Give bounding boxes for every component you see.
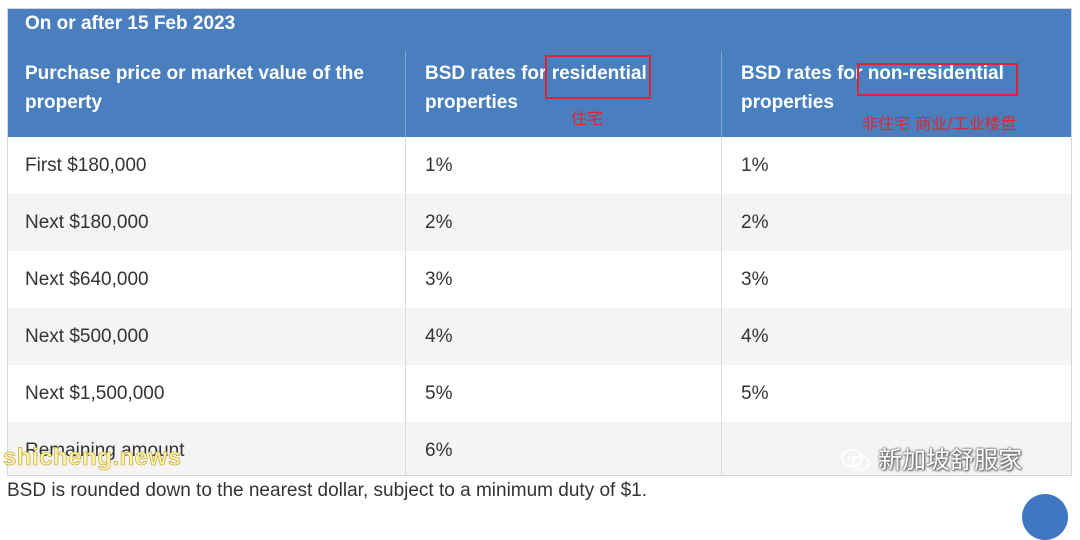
band-cell: Next $500,000 [25,326,149,347]
band-cell: Next $640,000 [25,269,149,290]
residential-rate-cell: 5% [425,383,453,404]
non-residential-highlight-box [857,63,1018,96]
residential-rate-cell: 6% [425,440,453,461]
non-residential-rate-cell: 5% [741,383,769,404]
table-row: First $180,000 1% 1% [8,137,1071,194]
table-caption: On or after 15 Feb 2023 [25,13,236,34]
wechat-icon [840,448,872,472]
residential-note: 住宅 [571,109,604,128]
table-row: Next $640,000 3% 3% [8,251,1071,308]
column-divider [721,137,722,475]
table-row: Next $180,000 2% 2% [8,194,1071,251]
non-residential-rate-cell: 3% [741,269,769,290]
header-non-residential-rates: BSD rates for non-residential properties [741,63,1004,113]
table-header: On or after 15 Feb 2023 Purchase price o… [8,9,1071,137]
table-row: Remaining amount 6% [8,422,1071,475]
non-residential-note: 非住宅 商业/工业楼盘 [862,114,1017,133]
header-divider [721,51,722,137]
non-residential-rate-cell: 1% [741,155,769,176]
residential-highlight-box [545,55,651,99]
brand-watermark: 新加坡舒服家 [840,440,1022,475]
header-purchase-price: Purchase price or market value of the pr… [25,63,364,113]
column-divider [405,137,406,475]
footnote: BSD is rounded down to the nearest dolla… [7,480,648,501]
residential-rate-cell: 2% [425,212,453,233]
table-row: Next $1,500,000 5% 5% [8,365,1071,422]
residential-rate-cell: 4% [425,326,453,347]
brand-watermark-text: 新加坡舒服家 [878,446,1022,474]
header-divider [405,51,406,137]
band-cell: Remaining amount [25,440,185,461]
band-cell: First $180,000 [25,155,147,176]
non-residential-rate-cell: 4% [741,326,769,347]
floating-action-button[interactable] [1022,494,1068,540]
residential-rate-cell: 1% [425,155,453,176]
residential-rate-cell: 3% [425,269,453,290]
bsd-rates-table: On or after 15 Feb 2023 Purchase price o… [7,8,1072,476]
non-residential-rate-cell: 2% [741,212,769,233]
header-residential-rates: BSD rates for residential properties [425,63,647,113]
table-row: Next $500,000 4% 4% [8,308,1071,365]
band-cell: Next $180,000 [25,212,149,233]
site-watermark: shicheng.news [3,444,182,472]
band-cell: Next $1,500,000 [25,383,165,404]
